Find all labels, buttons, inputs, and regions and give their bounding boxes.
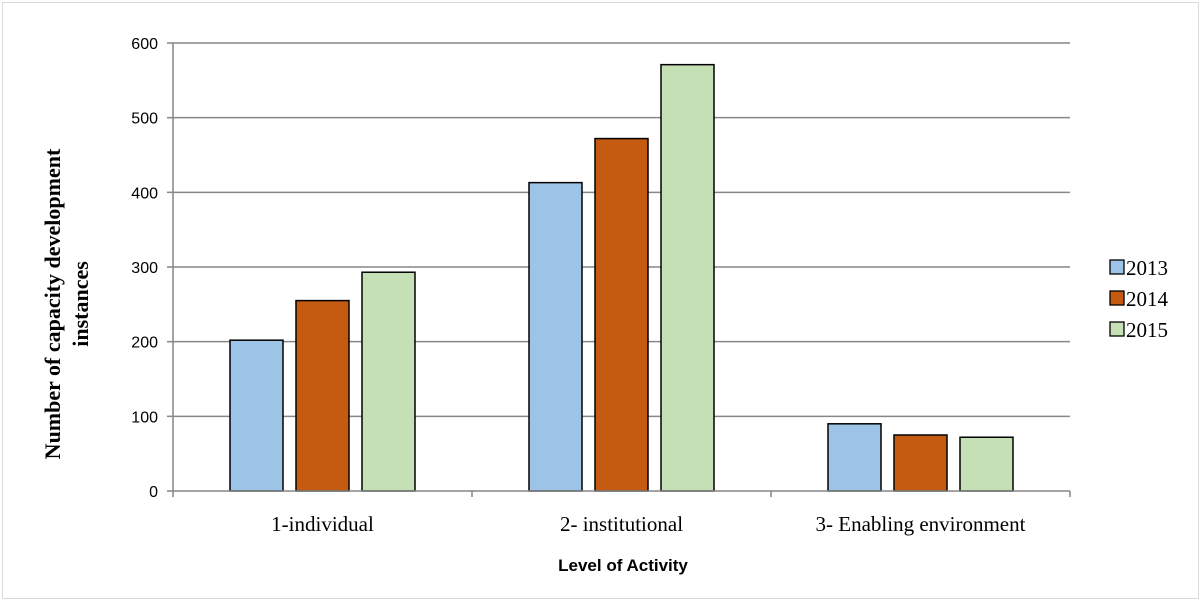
axes xyxy=(172,43,1071,497)
x-category-label: 2- institutional xyxy=(560,512,683,536)
y-tick-label: 500 xyxy=(131,111,158,128)
legend-swatch-2014 xyxy=(1109,290,1125,306)
legend-label-2013: 2013 xyxy=(1126,256,1168,280)
bar-2014-3 xyxy=(893,434,948,492)
y-axis-title-line-2: instances xyxy=(68,261,93,347)
y-tick-label: 0 xyxy=(149,484,158,501)
y-tick-label: 300 xyxy=(131,260,158,277)
x-category-label: 3- Enabling environment xyxy=(816,512,1026,536)
legend-swatch-2013 xyxy=(1109,259,1125,275)
y-axis-title-line-1: Number of capacity development xyxy=(40,148,65,459)
legend: 2013 2014 2015 xyxy=(1109,256,1169,342)
y-tick-label: 100 xyxy=(131,409,158,426)
bar-2014-2 xyxy=(594,137,649,492)
bar-2015-3 xyxy=(959,436,1014,492)
y-tick-label: 400 xyxy=(131,185,158,202)
bar-2013-3 xyxy=(827,423,882,492)
bar-2015-1 xyxy=(361,271,416,492)
x-axis-title: Level of Activity xyxy=(558,556,688,575)
x-category-label: 1-individual xyxy=(271,512,374,536)
x-category-labels: 1-individual 2- institutional 3- Enabling … xyxy=(271,512,1025,536)
y-axis-title: Number of capacity development instances xyxy=(40,148,93,459)
y-tick-labels: 0 100 200 300 400 500 600 xyxy=(131,36,158,501)
bars xyxy=(229,63,1014,492)
bar-2015-2 xyxy=(660,63,715,492)
bar-2013-2 xyxy=(528,181,583,492)
y-tick-label: 600 xyxy=(131,36,158,53)
legend-label-2015: 2015 xyxy=(1126,318,1168,342)
bar-2014-1 xyxy=(295,299,350,492)
y-tick-label: 200 xyxy=(131,335,158,352)
legend-label-2014: 2014 xyxy=(1126,287,1169,311)
bar-2013-1 xyxy=(229,339,284,492)
legend-swatch-2015 xyxy=(1109,321,1125,337)
